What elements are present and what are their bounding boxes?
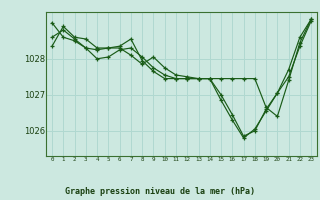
Text: Graphe pression niveau de la mer (hPa): Graphe pression niveau de la mer (hPa) — [65, 187, 255, 196]
